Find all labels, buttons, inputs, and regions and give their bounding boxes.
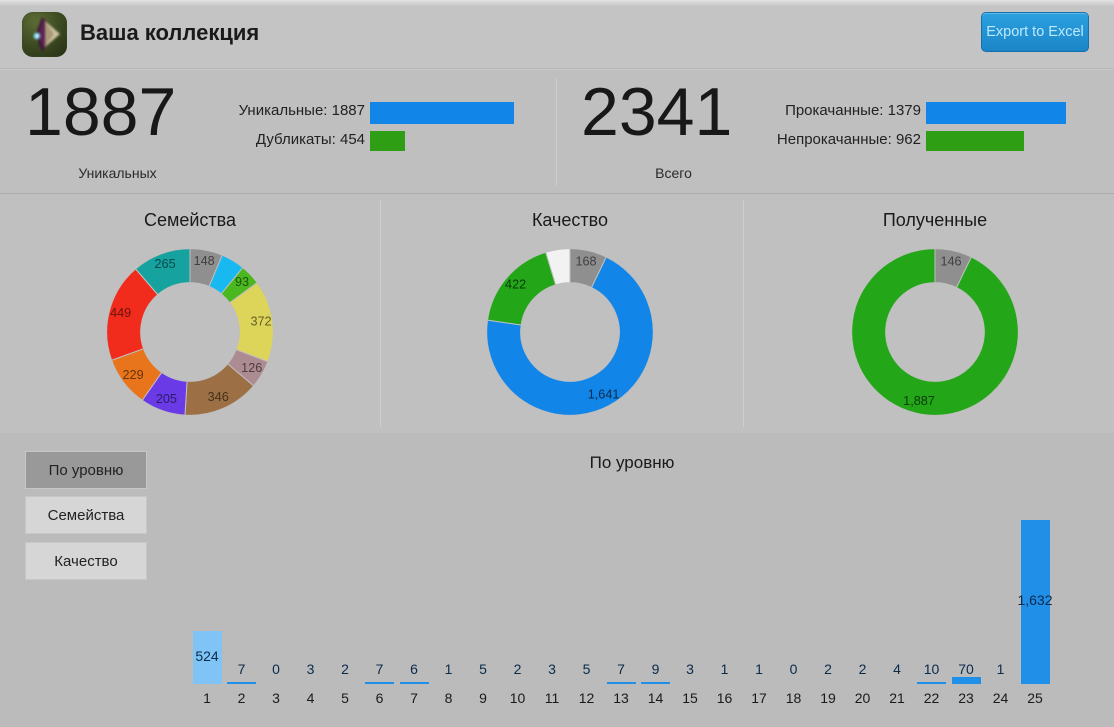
svg-text:93: 93 — [235, 275, 249, 289]
svg-text:265: 265 — [155, 257, 176, 271]
svg-text:1,887: 1,887 — [903, 394, 935, 408]
svg-text:1,641: 1,641 — [588, 388, 620, 402]
svg-text:148: 148 — [194, 254, 215, 268]
svg-text:449: 449 — [110, 306, 131, 320]
svg-text:205: 205 — [156, 392, 177, 406]
svg-text:229: 229 — [123, 368, 144, 382]
svg-text:422: 422 — [505, 278, 526, 292]
svg-text:168: 168 — [575, 254, 596, 268]
svg-text:372: 372 — [250, 315, 271, 329]
svg-text:126: 126 — [241, 361, 262, 375]
svg-text:346: 346 — [208, 390, 229, 404]
svg-text:146: 146 — [940, 254, 961, 268]
